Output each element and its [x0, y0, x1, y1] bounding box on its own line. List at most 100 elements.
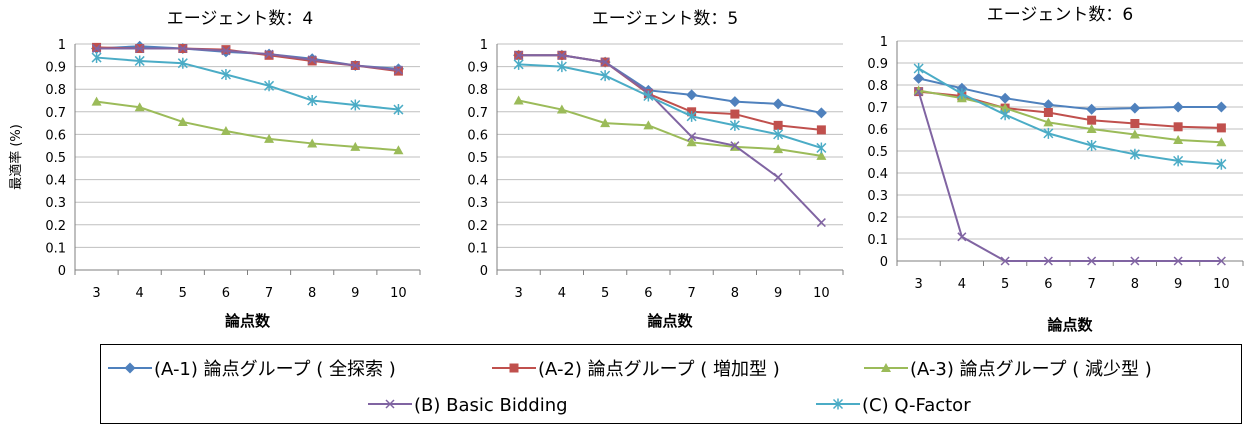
y-tick-label: 0.3 [867, 189, 888, 204]
series-line [918, 89, 1222, 144]
series-line [518, 54, 823, 224]
data-point [914, 87, 924, 97]
data-point [393, 104, 404, 116]
y-tick-label: 0.1 [45, 241, 66, 256]
y-tick-label: 0 [480, 264, 488, 279]
data-point [1130, 256, 1140, 266]
data-point [91, 96, 102, 106]
data-point [307, 55, 317, 65]
x-tick-label: 4 [136, 286, 144, 301]
data-point [514, 50, 524, 60]
data-point [600, 118, 611, 128]
y-tick-label: 0.4 [867, 167, 888, 182]
data-point [687, 132, 697, 142]
y-tick-label: 0.7 [45, 106, 66, 121]
data-point [350, 141, 361, 151]
series-line [96, 56, 399, 111]
data-point [729, 96, 741, 108]
series-line [518, 63, 822, 149]
chart-title: エージェント数：4 [167, 9, 313, 29]
data-point [1215, 101, 1227, 113]
data-point [393, 65, 403, 75]
series-3 [91, 96, 404, 155]
data-point [999, 92, 1011, 104]
data-point [556, 61, 567, 73]
data-point [815, 107, 827, 119]
y-tick-label: 0.2 [45, 219, 66, 234]
data-point [686, 110, 697, 122]
y-tick-label: 0.5 [45, 151, 66, 166]
data-point [686, 89, 698, 101]
y-tick-label: 0 [880, 255, 888, 270]
y-tick-label: 0.4 [467, 174, 488, 189]
x-tick-label: 4 [958, 277, 966, 292]
data-point [92, 43, 102, 54]
data-point [1129, 129, 1140, 139]
x-tick-label: 7 [265, 286, 273, 301]
chart-title: エージェント数：5 [592, 9, 738, 29]
data-point [1043, 117, 1054, 127]
y-tick-label: 0.8 [867, 79, 888, 94]
chart-panel-3: エージェント数：6 0 0.1 0.2 0.3 0.4 0.5 0.6 0.7 0.8 0.9 1 3 4… [867, 5, 1244, 334]
data-point [135, 43, 145, 54]
data-point [816, 218, 826, 228]
data-point [513, 95, 524, 105]
y-tick-label: 1 [58, 38, 66, 53]
data-point [1087, 115, 1097, 125]
data-point [1130, 119, 1140, 128]
series-line [918, 77, 1222, 111]
x-tick-label: 10 [813, 286, 830, 301]
data-point [1000, 103, 1011, 113]
y-tick-label: 0.9 [867, 57, 888, 72]
y-tick-label: 0 [58, 264, 66, 279]
x-tick-label: 4 [558, 286, 566, 301]
chart-panel-1: エージェント数：4 0 0.1 0.2 0.3 0.4 0.5 0.6 0.7 0.8 0.9 1 3 4… [8, 9, 421, 330]
data-point [816, 142, 827, 154]
x-tick-label: 6 [1044, 277, 1052, 292]
data-point [1086, 124, 1097, 133]
data-point [1042, 99, 1054, 111]
data-point [600, 57, 610, 67]
data-point [686, 137, 697, 147]
data-point [92, 42, 102, 52]
data-point [177, 57, 188, 69]
data-point [1173, 155, 1184, 167]
series-line [917, 91, 1222, 262]
data-point [1043, 108, 1053, 117]
data-point [643, 90, 654, 102]
x-tick-label: 7 [687, 286, 695, 301]
x-tick-label: 9 [1174, 277, 1182, 292]
y-tick-label: 0.2 [467, 219, 488, 234]
data-point [773, 172, 783, 182]
y-tick-label: 0.1 [467, 241, 488, 256]
x-tick-label: 7 [1087, 277, 1095, 292]
data-point [773, 128, 784, 140]
x-tick-label: 8 [731, 286, 739, 301]
x-tick-label: 10 [390, 286, 407, 301]
y-tick-label: 0.8 [467, 83, 488, 98]
data-point [557, 50, 567, 60]
x-tick-label: 8 [1131, 277, 1139, 292]
y-tick-label: 0.6 [867, 123, 888, 138]
data-point [1172, 101, 1184, 113]
data-point [1216, 137, 1227, 147]
data-point [730, 109, 740, 119]
x-axis-label: 論点数 [647, 312, 693, 330]
x-tick-label: 3 [914, 277, 922, 292]
y-tick-label: 1 [480, 38, 488, 53]
data-point [264, 49, 274, 59]
y-tick-label: 0.2 [867, 211, 888, 226]
series-4 [92, 43, 403, 75]
y-tick-label: 0.4 [45, 174, 66, 189]
data-point [264, 133, 275, 143]
data-point [1086, 140, 1097, 151]
y-tick-label: 0.6 [45, 128, 66, 143]
x-tick-label: 9 [774, 286, 782, 301]
data-point [220, 69, 231, 81]
series-5 [913, 63, 1227, 170]
y-tick-label: 1 [880, 35, 888, 50]
data-point [393, 145, 404, 155]
x-tick-label: 3 [92, 286, 100, 301]
x-tick-label: 5 [1001, 277, 1009, 292]
